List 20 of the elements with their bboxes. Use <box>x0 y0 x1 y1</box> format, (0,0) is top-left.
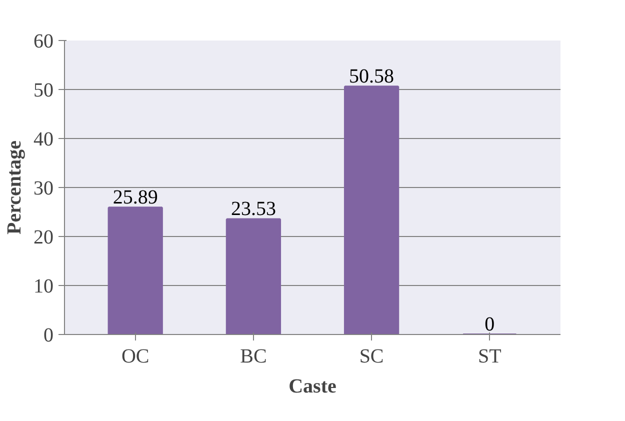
data-label: 23.53 <box>230 198 276 220</box>
y-axis-title: Percentage <box>4 140 26 235</box>
y-tick-label: 50 <box>34 80 54 102</box>
bar <box>226 218 282 334</box>
x-tick-label: SC <box>359 346 384 368</box>
x-axis-title: Caste <box>288 376 337 398</box>
y-tick-label: 20 <box>34 226 54 248</box>
y-tick-label: 10 <box>34 276 54 298</box>
y-tick-label: 0 <box>44 324 54 346</box>
data-label: 50.58 <box>349 66 394 88</box>
y-tick-label: 60 <box>34 30 54 52</box>
x-tick-label: OC <box>121 346 150 368</box>
x-tick-label: ST <box>478 346 502 368</box>
bar <box>344 86 400 334</box>
y-tick-label: 30 <box>34 178 54 200</box>
x-tick-label: BC <box>240 346 267 368</box>
data-label: 0 <box>484 314 495 336</box>
y-tick-label: 40 <box>34 128 54 150</box>
bar <box>108 206 163 334</box>
data-label: 25.89 <box>112 186 158 209</box>
